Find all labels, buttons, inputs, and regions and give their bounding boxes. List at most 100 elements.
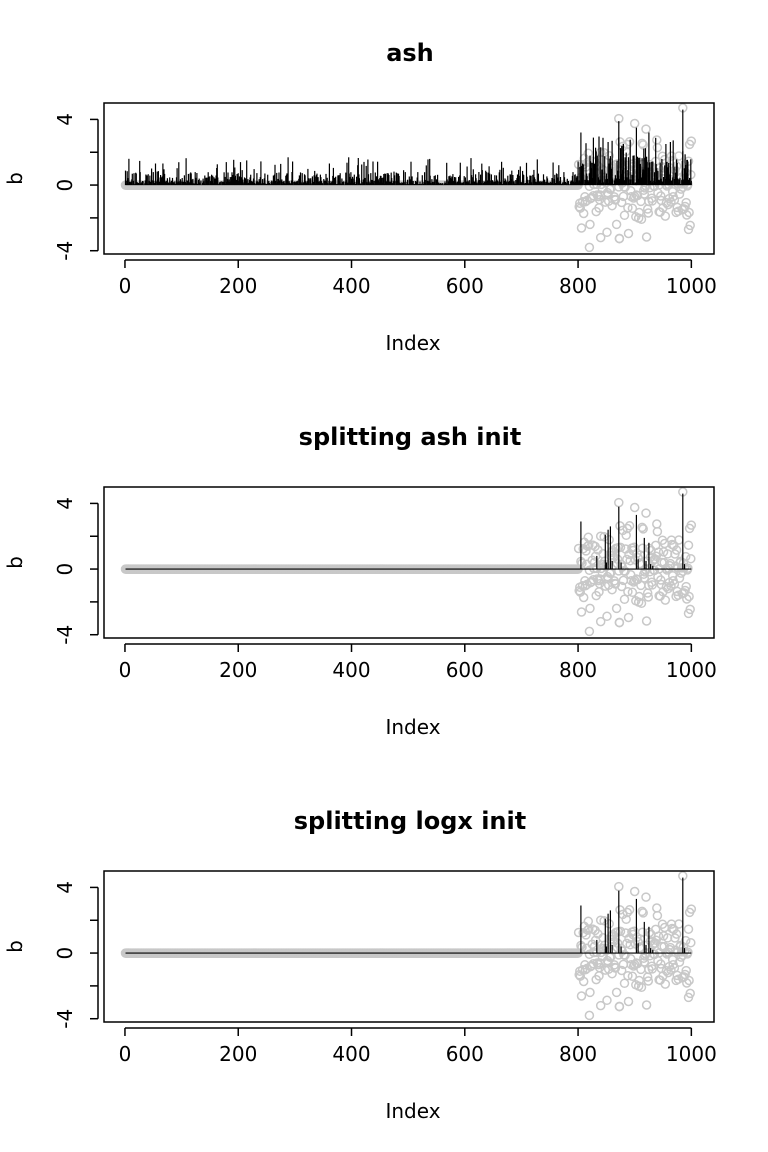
x-tick-label: 400 [332,1042,370,1066]
data-point [614,233,625,244]
data-point [627,587,638,598]
data-point [578,208,589,219]
x-axis-label: Index [385,331,440,355]
data-point [663,583,673,594]
data-point [637,927,648,937]
data-point [595,232,606,243]
data-point [627,971,638,982]
y-axis-label: b [3,940,27,953]
data-point [602,995,612,1006]
x-tick-label: 1000 [666,658,717,682]
data-point [637,138,647,149]
data-point [637,522,647,533]
data-point [581,930,591,940]
data-point [652,135,662,145]
data-point [641,232,652,242]
data-point [584,242,595,253]
data-point [576,991,587,1001]
data-point [656,575,666,585]
data-point [610,579,621,589]
data-point [614,497,624,508]
y-tick-label: 0 [53,179,77,192]
x-tick-label: 800 [559,274,597,298]
y-tick-label: 0 [53,947,77,960]
data-point [577,558,587,568]
data-point [585,987,595,998]
data-point [638,524,648,534]
y-tick-label: -4 [53,1009,77,1029]
data-point [624,521,635,531]
data-point [636,982,647,993]
x-tick-label: 0 [119,274,132,298]
chart-title: splitting ash init [299,423,522,451]
data-point [683,608,694,619]
data-point [595,1000,606,1011]
x-tick-label: 0 [119,1042,132,1066]
data-point [653,547,664,557]
true-b-points [120,487,697,637]
data-point [578,592,589,603]
data-point [682,594,692,604]
data-point [660,979,671,989]
data-point [594,578,605,589]
data-point [669,540,679,551]
data-point [622,523,633,534]
data-point [602,227,612,238]
data-point [669,924,679,935]
data-point [660,211,671,221]
data-point [616,965,627,976]
data-point [594,962,605,973]
data-point [637,906,647,917]
y-axis-label: b [3,172,27,185]
data-point [622,907,633,918]
data-point [627,203,638,214]
y-axis-label: b [3,556,27,569]
data-point [636,214,647,225]
data-point [629,886,640,897]
data-point [641,508,651,518]
data-point [647,580,658,590]
data-point [584,156,594,166]
data-point [647,196,658,206]
chart-panel-2: splitting ash init 0 200 400 600 800 1000 Index… [3,423,717,739]
data-point [653,931,664,941]
x-tick-label: 200 [219,658,257,682]
x-tick-label: 1000 [666,1042,717,1066]
x-tick-label: 600 [446,274,484,298]
data-point [652,910,663,921]
data-point [665,942,676,953]
data-point [614,617,625,628]
data-point [663,967,673,978]
data-point [686,937,696,948]
data-point [578,976,589,987]
estimate-lines [124,109,692,186]
data-point [643,976,654,986]
data-point [663,199,673,210]
data-point [625,939,635,950]
data-point [680,551,691,562]
data-point [581,546,591,556]
data-point [639,957,650,967]
y-tick-label: -4 [53,625,77,645]
data-point [681,581,691,592]
data-point [616,581,627,592]
data-point [686,904,697,914]
chart-panel-1: ash 0 200 400 600 800 1000 Index -4 0 4 b [3,39,717,355]
data-point [652,519,662,529]
data-point [621,530,631,541]
data-point [592,190,603,200]
data-point [592,574,603,584]
estimate-lines [125,877,692,954]
data-point [683,924,694,934]
data-point [576,607,587,617]
data-point [584,626,595,637]
data-point [656,959,666,969]
data-point [629,502,640,513]
data-point [584,540,594,550]
data-point [577,965,588,975]
data-point [585,219,595,230]
data-point [629,118,640,129]
x-tick-label: 0 [119,658,132,682]
data-point [611,987,622,998]
